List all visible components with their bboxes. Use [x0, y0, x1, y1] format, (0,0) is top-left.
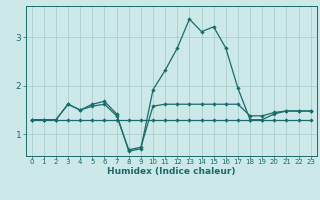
X-axis label: Humidex (Indice chaleur): Humidex (Indice chaleur) [107, 167, 236, 176]
